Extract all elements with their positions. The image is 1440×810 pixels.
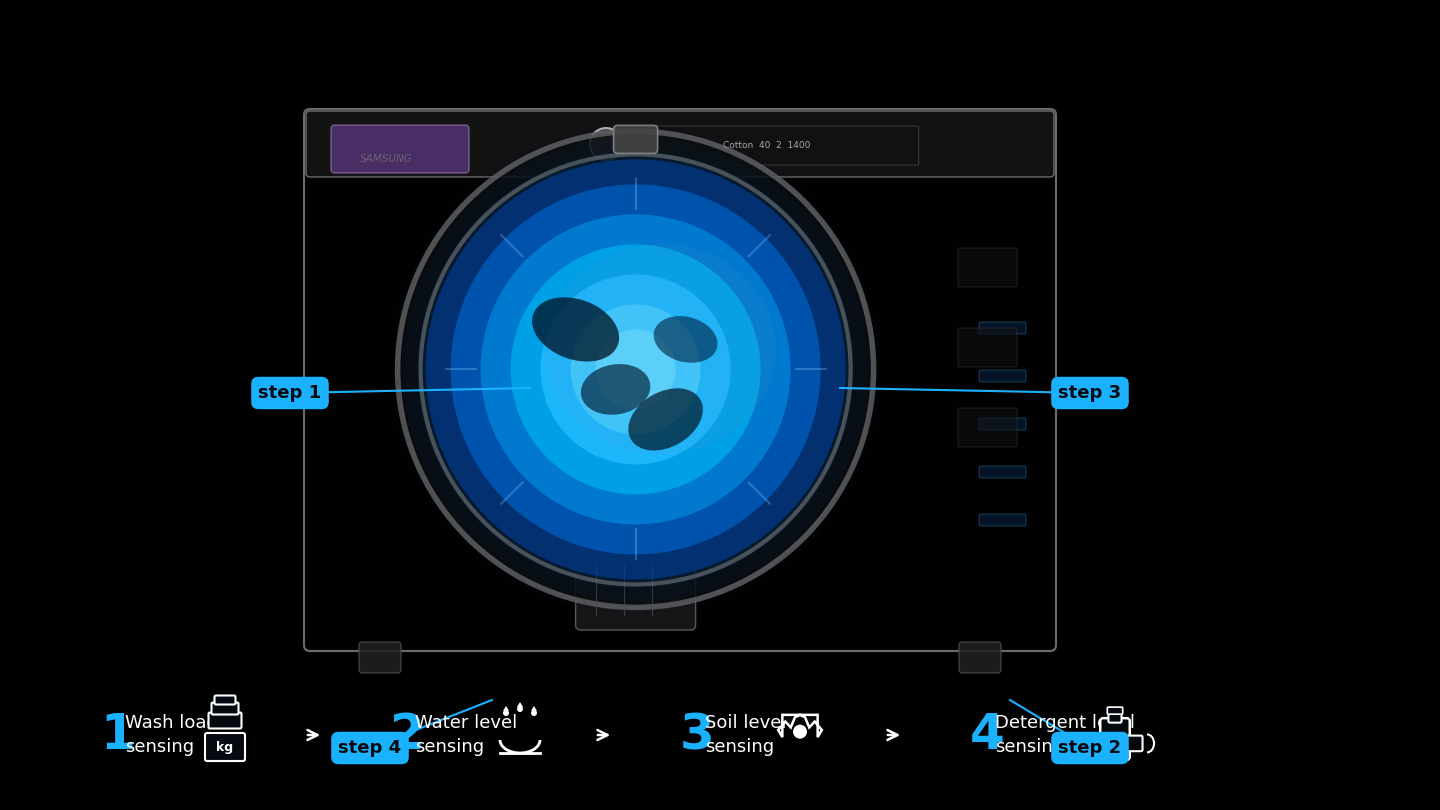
Circle shape — [793, 725, 806, 739]
Text: Detergent level
sensing: Detergent level sensing — [995, 714, 1135, 757]
Text: 3: 3 — [680, 711, 714, 759]
FancyBboxPatch shape — [1109, 710, 1122, 723]
Polygon shape — [778, 715, 822, 737]
FancyBboxPatch shape — [331, 125, 469, 173]
Text: 4: 4 — [971, 711, 1005, 759]
FancyBboxPatch shape — [212, 702, 239, 714]
FancyBboxPatch shape — [958, 328, 1017, 367]
FancyBboxPatch shape — [204, 733, 245, 761]
Text: 2: 2 — [390, 711, 425, 759]
FancyBboxPatch shape — [359, 642, 400, 673]
FancyBboxPatch shape — [655, 126, 919, 165]
Circle shape — [517, 706, 523, 712]
Circle shape — [426, 160, 845, 579]
FancyBboxPatch shape — [979, 370, 1025, 382]
Ellipse shape — [546, 245, 776, 454]
FancyBboxPatch shape — [209, 713, 242, 728]
Circle shape — [403, 138, 867, 601]
FancyBboxPatch shape — [304, 109, 1056, 651]
FancyBboxPatch shape — [1107, 707, 1123, 714]
Ellipse shape — [628, 388, 703, 450]
FancyBboxPatch shape — [1100, 718, 1130, 760]
FancyBboxPatch shape — [959, 642, 1001, 673]
FancyBboxPatch shape — [979, 466, 1025, 478]
FancyBboxPatch shape — [958, 248, 1017, 287]
FancyBboxPatch shape — [305, 111, 1054, 177]
Ellipse shape — [654, 316, 717, 363]
Circle shape — [511, 245, 760, 494]
FancyBboxPatch shape — [979, 322, 1025, 334]
Circle shape — [540, 275, 730, 464]
Circle shape — [503, 710, 508, 716]
FancyBboxPatch shape — [613, 126, 658, 153]
Text: step 4: step 4 — [338, 739, 402, 757]
Polygon shape — [517, 702, 523, 707]
Text: step 3: step 3 — [1058, 384, 1122, 402]
Text: step 1: step 1 — [258, 384, 321, 402]
Circle shape — [531, 710, 537, 716]
Circle shape — [397, 131, 874, 608]
FancyBboxPatch shape — [576, 550, 696, 630]
Text: Water level
sensing: Water level sensing — [415, 714, 517, 757]
Polygon shape — [531, 706, 537, 711]
Ellipse shape — [533, 297, 619, 361]
Circle shape — [590, 128, 622, 160]
Text: Soil level
sensing: Soil level sensing — [706, 714, 786, 757]
Polygon shape — [503, 706, 508, 711]
Text: Cotton  40  2  1400: Cotton 40 2 1400 — [723, 141, 809, 150]
Circle shape — [481, 215, 791, 524]
Circle shape — [451, 185, 821, 554]
Text: step 2: step 2 — [1058, 739, 1122, 757]
FancyBboxPatch shape — [215, 696, 236, 705]
Circle shape — [418, 151, 854, 587]
Circle shape — [570, 305, 701, 434]
Circle shape — [596, 330, 675, 409]
Text: SAMSUNG: SAMSUNG — [360, 154, 413, 164]
FancyBboxPatch shape — [1126, 735, 1142, 751]
FancyBboxPatch shape — [979, 418, 1025, 430]
Circle shape — [390, 125, 881, 615]
Ellipse shape — [580, 364, 651, 415]
FancyBboxPatch shape — [958, 408, 1017, 447]
Text: Wash load
sensing: Wash load sensing — [125, 714, 217, 757]
Text: kg: kg — [216, 740, 233, 753]
Text: 1: 1 — [99, 711, 135, 759]
FancyBboxPatch shape — [979, 514, 1025, 526]
